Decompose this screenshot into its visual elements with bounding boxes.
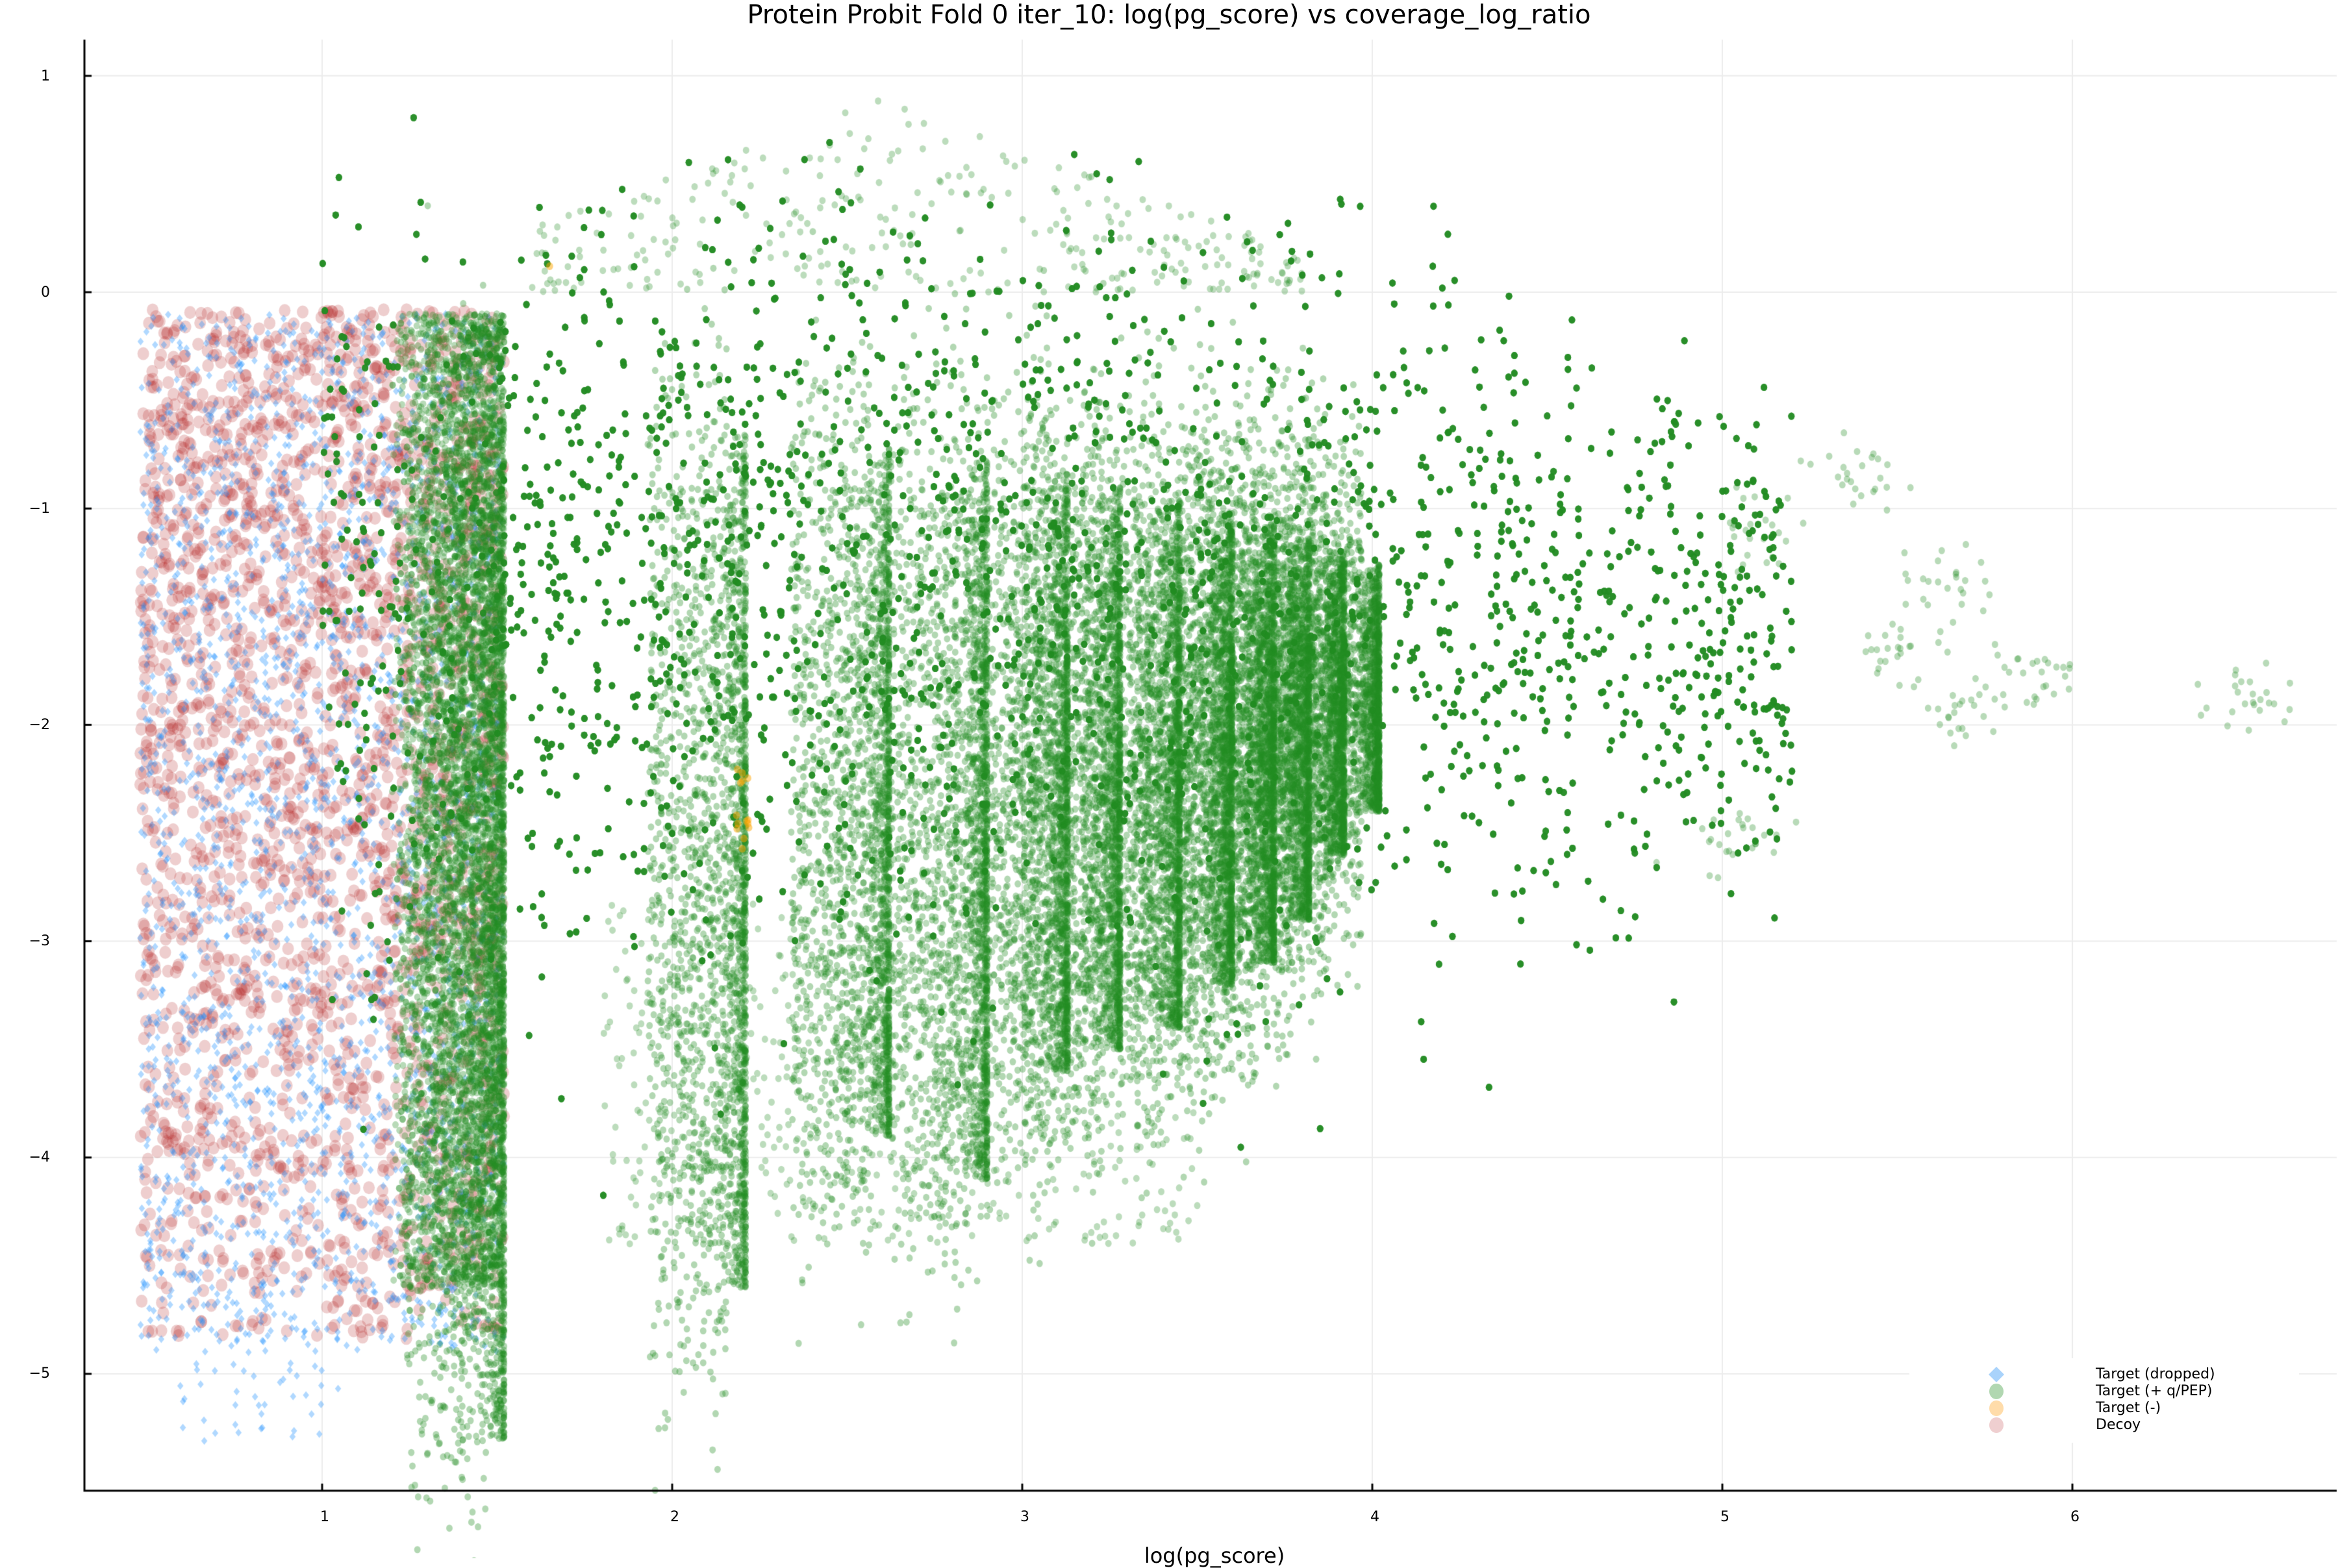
x-tick-label: 2	[670, 1509, 679, 1525]
y-tick-label: 1	[41, 68, 50, 84]
x-tick-label: 6	[2070, 1509, 2080, 1525]
y-tick-label: −1	[29, 501, 50, 517]
y-tick-label: −4	[29, 1149, 50, 1165]
legend-label: Target (+ q/PEP)	[2096, 1383, 2213, 1399]
legend-item-target-dropped: Target (dropped)	[1909, 1366, 2299, 1383]
legend-item-target-qpep: Target (+ q/PEP)	[1909, 1383, 2299, 1400]
y-tick-label: −5	[29, 1365, 50, 1382]
circle-marker-icon	[1989, 1400, 2004, 1416]
x-tick-label: 5	[1720, 1509, 1729, 1525]
x-tick-label: 3	[1020, 1509, 1029, 1525]
y-tick-label: −2	[29, 717, 50, 733]
y-tick-label: −3	[29, 933, 50, 949]
legend-item-decoy: Decoy	[1909, 1417, 2299, 1434]
diamond-marker-icon	[1989, 1367, 2004, 1382]
x-tick-label: 4	[1370, 1509, 1379, 1525]
legend-item-target-minus: Target (-)	[1909, 1400, 2299, 1417]
legend-label: Target (dropped)	[2096, 1366, 2215, 1382]
circle-marker-icon	[1989, 1417, 2004, 1433]
legend-label: Target (-)	[2096, 1400, 2161, 1416]
y-tick-label: 0	[41, 284, 50, 301]
chart-title: Protein Probit Fold 0 iter_10: log(pg_sc…	[747, 0, 1591, 30]
x-tick-label: 1	[320, 1509, 329, 1525]
legend: Target (dropped) Target (+ q/PEP) Target…	[1909, 1358, 2299, 1443]
x-axis-label: log(pg_score)	[1144, 1543, 1285, 1568]
legend-label: Decoy	[2096, 1417, 2141, 1433]
circle-marker-icon	[1989, 1384, 2004, 1399]
